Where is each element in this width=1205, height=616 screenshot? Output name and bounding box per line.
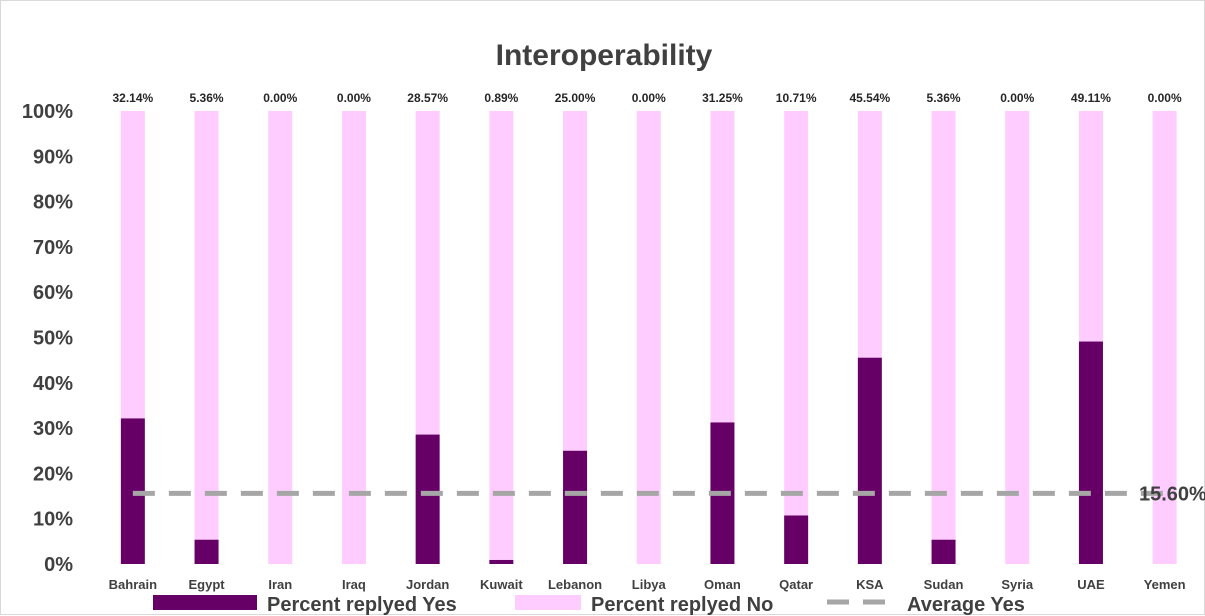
y-tick-label: 0% [44, 554, 73, 576]
bar-yes-qatar [784, 515, 809, 564]
y-tick-label: 80% [33, 192, 73, 214]
bars [120, 111, 1177, 564]
bar-no-jordan [415, 111, 440, 435]
bar-no-libya [636, 111, 661, 564]
bar-yes-lebanon [563, 450, 588, 564]
legend: Percent replyed Yes Percent replyed No Ave… [153, 594, 1025, 616]
y-tick-label: 60% [33, 282, 73, 304]
bar-no-kuwait [489, 111, 514, 560]
x-tick-label: Syria [1001, 577, 1034, 592]
x-tick-label: Yemen [1144, 577, 1186, 592]
average-line-label: 15.60% [1139, 483, 1205, 505]
bar-no-oman [710, 111, 735, 423]
y-tick-label: 10% [33, 509, 73, 531]
bar-no-bahrain [120, 111, 145, 419]
bar-no-uae [1078, 111, 1103, 342]
x-tick-label: Libya [632, 577, 667, 592]
bar-no-sudan [931, 111, 956, 540]
y-tick-label: 100% [22, 101, 73, 123]
x-tick-label: Iran [268, 577, 292, 592]
x-tick-label: Egypt [188, 577, 225, 592]
bar-yes-jordan [415, 434, 440, 564]
y-tick-label: 70% [33, 237, 73, 259]
data-label: 31.25% [702, 91, 743, 105]
data-label: 5.36% [190, 91, 224, 105]
data-label: 0.00% [632, 91, 666, 105]
data-label: 0.00% [1000, 91, 1034, 105]
x-tick-label: Iraq [342, 577, 366, 592]
x-tick-label: Qatar [779, 577, 813, 592]
data-label: 0.89% [484, 91, 518, 105]
y-tick-label: 40% [33, 373, 73, 395]
data-label: 0.00% [1148, 91, 1182, 105]
y-tick-label: 30% [33, 418, 73, 440]
legend-swatch-no [515, 595, 581, 610]
legend-swatch-yes [153, 595, 257, 610]
data-label: 25.00% [555, 91, 596, 105]
x-tick-label: Lebanon [548, 577, 602, 592]
x-tick-label: UAE [1077, 577, 1105, 592]
data-label: 0.00% [337, 91, 371, 105]
bar-yes-ksa [857, 357, 882, 564]
data-label: 10.71% [776, 91, 817, 105]
legend-label-yes: Percent replyed Yes [267, 594, 457, 616]
data-label: 28.57% [407, 91, 448, 105]
bar-no-lebanon [563, 111, 588, 451]
x-tick-label: Kuwait [480, 577, 523, 592]
data-label: 49.11% [1071, 91, 1111, 105]
bar-no-qatar [784, 111, 809, 516]
x-tick-label: Bahrain [109, 577, 157, 592]
legend-label-no: Percent replyed No [591, 594, 773, 616]
bar-no-egypt [194, 111, 219, 540]
bar-no-syria [1005, 111, 1030, 564]
chart-title: Interoperability [496, 39, 713, 72]
bar-yes-egypt [194, 539, 219, 564]
bar-no-iran [268, 111, 293, 564]
x-tick-label: KSA [856, 577, 884, 592]
x-tick-label: Jordan [406, 577, 449, 592]
bar-no-yemen [1152, 111, 1177, 564]
x-axis-ticks: Bahrain Egypt Iran Iraq Jordan Kuwait Lebanon L… [109, 577, 1186, 592]
bar-yes-kuwait [489, 559, 514, 564]
data-labels: 32.14% 5.36% 0.00% 0.00% 28.57% 0.89% 25.00% 0.… [112, 91, 1181, 105]
y-axis-ticks: 0% 10% 20% 30% 40% 50% 60% 70% 80% 90% 100% [22, 101, 73, 576]
data-label: 0.00% [263, 91, 297, 105]
data-label: 32.14% [112, 91, 153, 105]
data-label: 5.36% [927, 91, 961, 105]
bar-no-iraq [341, 111, 366, 564]
legend-label-average: Average Yes [907, 594, 1025, 616]
y-tick-label: 90% [33, 146, 73, 168]
x-tick-label: Oman [704, 577, 741, 592]
bar-yes-sudan [931, 539, 956, 564]
bar-yes-uae [1078, 341, 1103, 564]
y-tick-label: 50% [33, 328, 73, 350]
bar-no-ksa [857, 111, 882, 358]
x-tick-label: Sudan [924, 577, 964, 592]
average-line-group: 15.60% [132, 483, 1205, 505]
data-label: 45.54% [849, 91, 890, 105]
y-tick-label: 20% [33, 463, 73, 485]
